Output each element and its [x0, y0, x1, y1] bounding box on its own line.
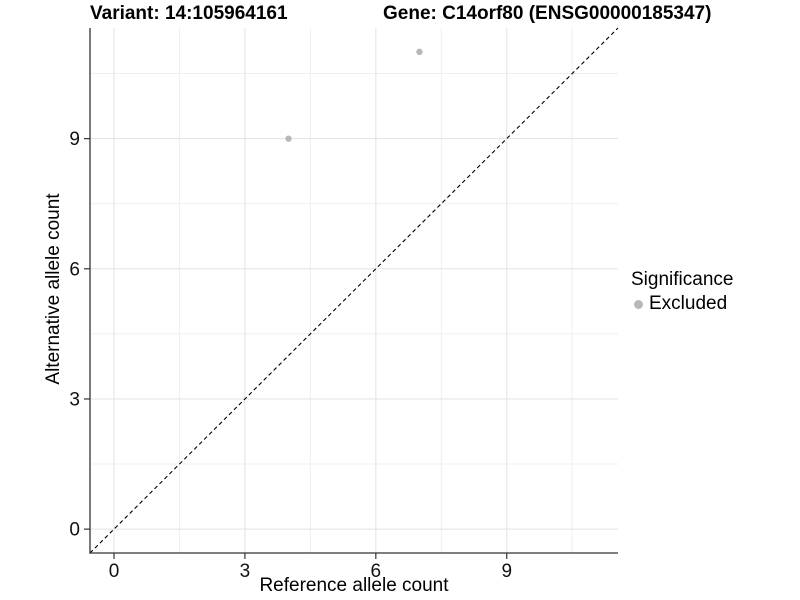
y-tick-label: 3: [69, 389, 80, 410]
chart-title-variant: Variant: 14:105964161: [90, 3, 288, 24]
x-tick-label: 6: [371, 561, 382, 582]
data-point: [416, 48, 423, 56]
chart-title-gene: Gene: C14orf80 (ENSG00000185347): [383, 3, 712, 24]
x-tick-label: 3: [240, 561, 251, 582]
legend-title: Significance: [631, 269, 734, 290]
y-tick-label: 9: [69, 129, 80, 150]
x-tick-label: 0: [109, 561, 120, 582]
data-point: [285, 135, 292, 142]
y-tick-label: 6: [69, 259, 80, 280]
legend-item-label: Excluded: [649, 293, 728, 314]
legend-item-excluded: Excluded: [631, 293, 733, 315]
legend-point-icon: [634, 299, 643, 309]
x-tick-label: 9: [501, 561, 512, 582]
y-tick-label: 0: [69, 520, 80, 541]
identity-line: [89, 27, 619, 554]
x-axis-title: Reference allele count: [259, 575, 449, 596]
y-axis-title: Alternative allele count: [43, 193, 64, 385]
legend: Significance Excluded: [631, 268, 733, 315]
